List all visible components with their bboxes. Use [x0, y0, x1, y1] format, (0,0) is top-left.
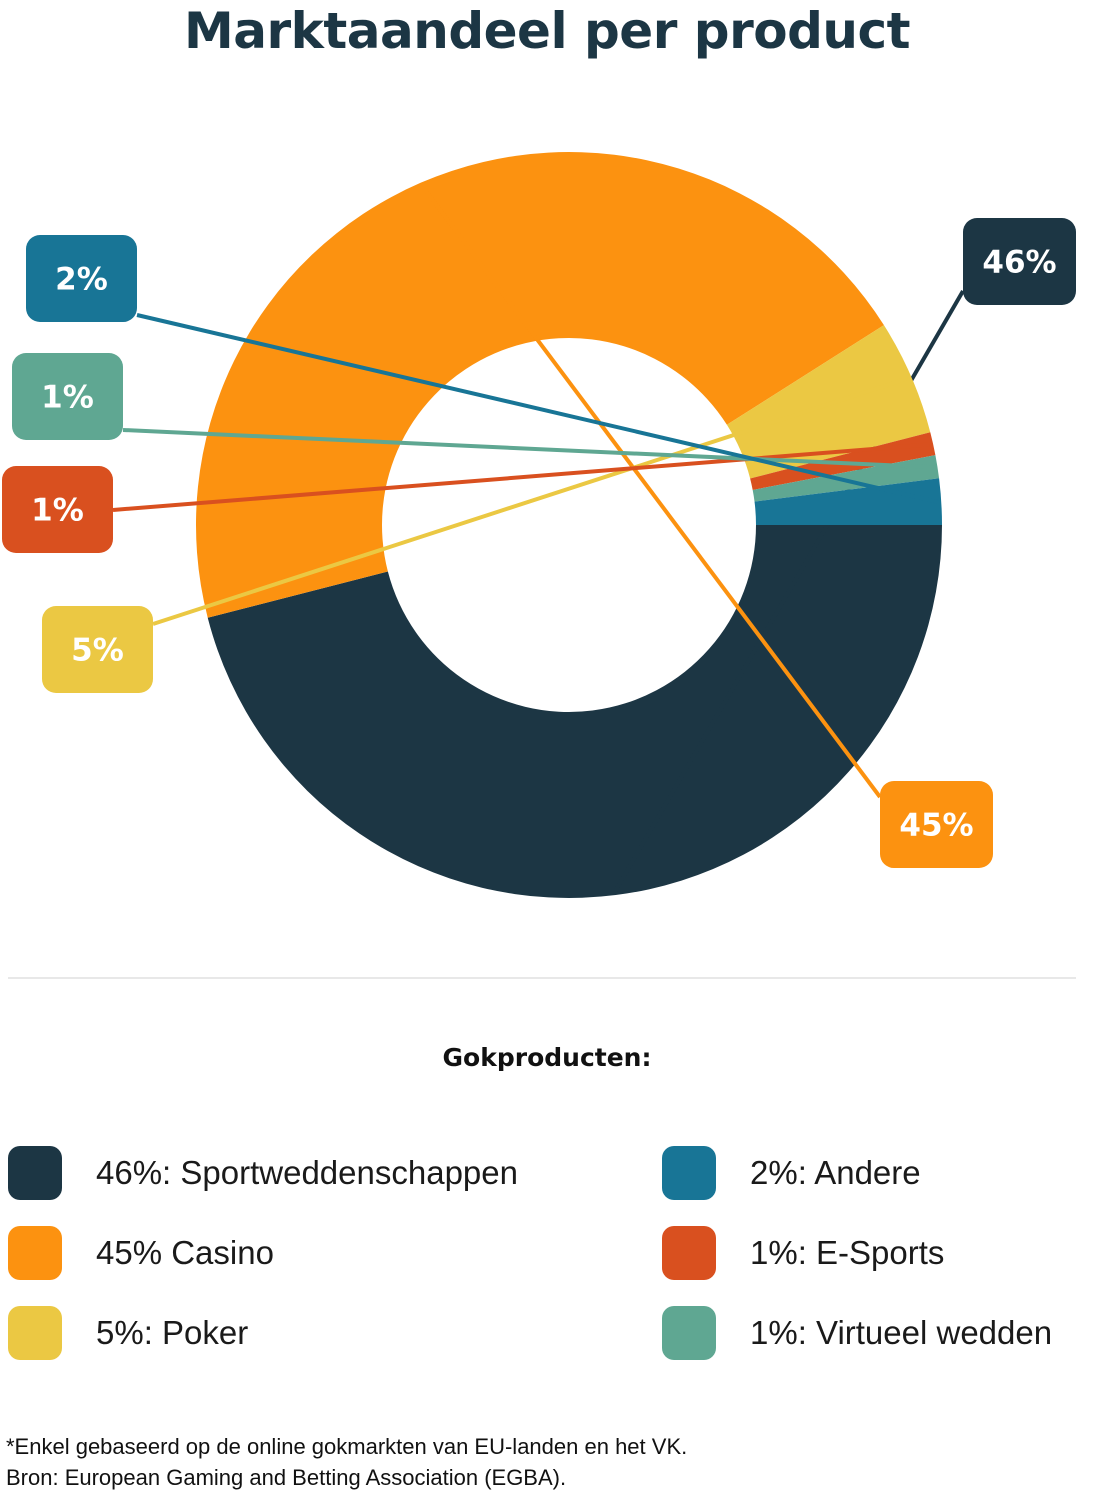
legend-swatch — [662, 1146, 716, 1200]
legend-swatch — [662, 1226, 716, 1280]
data-label: 1% — [41, 380, 94, 416]
callout-virtueel-wedden: 1% — [12, 353, 123, 440]
legend-item-poker: 5%: Poker — [8, 1306, 248, 1360]
legend-swatch — [8, 1146, 62, 1200]
callout-box — [12, 353, 123, 440]
leader-line — [112, 442, 930, 512]
legend-swatch — [662, 1306, 716, 1360]
legend-swatch — [8, 1306, 62, 1360]
data-label: 45% — [899, 808, 973, 844]
chart-title: Marktaandeel per product — [183, 2, 911, 60]
legend-label: 46%: Sportweddenschappen — [96, 1154, 518, 1191]
slice-casino — [195, 151, 884, 618]
callout-box — [963, 218, 1076, 305]
callout-andere: 2% — [26, 235, 137, 322]
source-line: Bron: European Gaming and Betting Associ… — [6, 1465, 567, 1490]
leader-line — [152, 376, 909, 626]
callout-box — [2, 466, 113, 553]
callout-e-sports: 1% — [2, 466, 113, 553]
footnote: *Enkel gebaseerd op de online gokmarkten… — [6, 1431, 687, 1493]
slice-sportweddenschappen — [207, 525, 943, 899]
callout-box — [26, 235, 137, 322]
leader-line — [136, 313, 938, 504]
legend-label: 2%: Andere — [750, 1154, 921, 1191]
legend-label: 5%: Poker — [96, 1314, 249, 1351]
data-label: 1% — [31, 493, 84, 529]
slice-andere — [754, 478, 942, 525]
legend-item-virtueel-wedden: 1%: Virtueel wedden — [662, 1306, 1052, 1360]
legend-item-casino: 45% Casino — [8, 1226, 274, 1280]
callout-poker: 5% — [42, 606, 153, 693]
data-label: 2% — [55, 262, 108, 298]
callout-casino: 45% — [880, 781, 993, 868]
footnote-line: *Enkel gebaseerd op de online gokmarkten… — [6, 1434, 688, 1459]
divider — [8, 977, 1076, 979]
legend-title: Gokproducten: — [442, 1043, 652, 1072]
leader-line — [420, 185, 882, 799]
data-label: 46% — [982, 245, 1056, 281]
legend-label: 1%: Virtueel wedden — [750, 1314, 1053, 1351]
legend-item-andere: 2%: Andere — [662, 1146, 921, 1200]
legend-swatch — [8, 1226, 62, 1280]
callout-box — [880, 781, 993, 868]
legend-label: 1%: E-Sports — [750, 1234, 945, 1271]
leader-line — [122, 428, 934, 470]
slice-poker — [726, 325, 931, 479]
legend-item-e-sports: 1%: E-Sports — [662, 1226, 944, 1280]
donut-chart: 46% 45% 5% 1% 1% 2% — [2, 151, 1076, 899]
legend-item-sportweddenschappen: 46%: Sportweddenschappen — [8, 1146, 518, 1200]
data-label: 5% — [71, 633, 124, 669]
callout-box — [42, 606, 153, 693]
legend-label: 45% Casino — [96, 1234, 274, 1271]
callout-sportweddenschappen: 46% — [963, 218, 1076, 305]
